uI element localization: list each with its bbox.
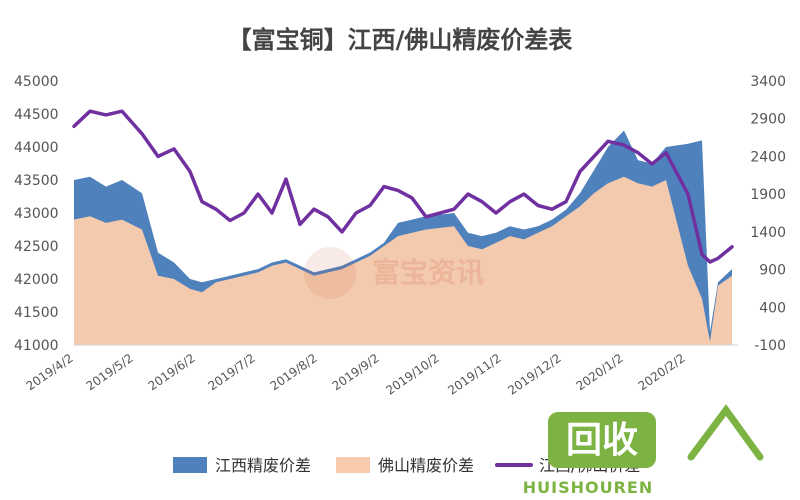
left-axis-tick-label: 41500 [14,305,59,321]
legend-swatch [336,457,370,473]
logo-subtext: HUISHOUREN [523,478,653,497]
x-axis-tick-label: 2019/10/2 [383,351,441,398]
right-axis-tick-label: 400 [759,300,786,316]
chart-title: 【富宝铜】江西/佛山精废价差表 [228,26,574,54]
x-axis-tick-label: 2019/12/2 [505,351,563,398]
logo-text: 回收 [566,420,638,461]
watermark-text: 富宝资讯 [372,256,484,289]
right-axis-tick-label: 1900 [750,187,786,203]
legend-item: 佛山精废价差 [336,456,474,475]
x-axis-tick-label: 2019/9/2 [330,351,382,393]
series-area-foshan [74,176,732,345]
left-axis-tick-label: 43000 [14,206,59,222]
legend-item: 江西精废价差 [173,456,311,475]
x-axis: 2019/4/2 2019/5/2 2019/6/2 2019/7/2 2019/8/2… [24,344,738,398]
left-axis-tick-label: 42500 [14,239,59,255]
left-axis-tick-label: 41000 [14,338,59,354]
watermark: 富宝资讯 [304,247,484,299]
logo-mark [687,404,764,461]
x-axis-tick-label: 2019/6/2 [146,351,198,393]
x-axis-tick-label: 2019/5/2 [84,351,136,393]
right-axis-tick-label: 900 [759,263,786,279]
right-axis-tick-label: 2900 [750,112,786,128]
right-axis-tick-label: 3400 [750,74,786,90]
left-axis-tick-label: 43500 [14,173,59,189]
x-axis-tick-label: 2019/4/2 [24,351,76,393]
right-axis: 3400 2900 2400 1900 1400 900 400 -100 [750,74,786,354]
x-axis-tick-label: 2019/7/2 [206,351,258,393]
x-axis-tick-label: 2020/1/2 [574,351,626,393]
right-axis-tick-label: 2400 [750,149,786,165]
x-axis-tick-label: 2019/11/2 [445,351,503,398]
left-axis-tick-label: 44000 [14,140,59,156]
logo-box [548,412,656,468]
legend-label: 江西精废价差 [215,456,311,475]
series-line-spread [72,109,734,264]
plot-layer [72,109,734,345]
watermark-circle [304,247,356,299]
legend-label: 佛山精废价差 [378,456,474,475]
x-axis-tick-label: 2020/2/2 [636,351,688,393]
left-axis-tick-label: 44500 [14,107,59,123]
right-axis-tick-label: -100 [754,338,786,354]
left-axis-tick-label: 42000 [14,272,59,288]
legend-swatch [173,457,207,473]
right-axis-tick-label: 1400 [750,225,786,241]
left-axis-tick-label: 45000 [14,74,59,90]
left-axis: 45000 44500 44000 43500 43000 42500 42000 41500… [14,74,59,354]
brand-logo: 回收 HUISHOUREN [523,404,764,497]
x-axis-tick-label: 2019/8/2 [268,351,320,393]
